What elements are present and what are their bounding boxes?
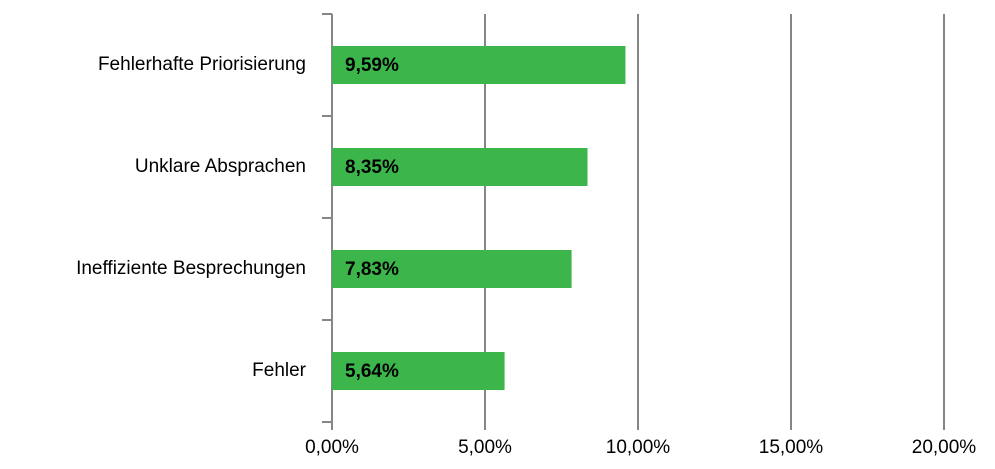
y-tick-label: Ineffiziente Besprechungen <box>76 258 306 279</box>
x-tick-label: 5,00% <box>458 437 512 458</box>
bar <box>332 148 588 186</box>
value-label: 8,35% <box>345 157 399 178</box>
x-tick-label: 20,00% <box>912 437 977 458</box>
x-tick-label: 15,00% <box>759 437 824 458</box>
y-tick-label: Fehlerhafte Priorisierung <box>98 54 306 75</box>
y-tick-label: Unklare Absprachen <box>135 156 306 177</box>
bar <box>332 352 505 390</box>
bar <box>332 250 572 288</box>
bar <box>332 46 626 84</box>
value-label: 5,64% <box>345 361 399 382</box>
x-tick-label: 10,00% <box>606 437 671 458</box>
value-label: 9,59% <box>345 55 399 76</box>
y-tick-label: Fehler <box>252 360 307 381</box>
x-tick-label: 0,00% <box>305 437 359 458</box>
value-label: 7,83% <box>345 259 399 280</box>
